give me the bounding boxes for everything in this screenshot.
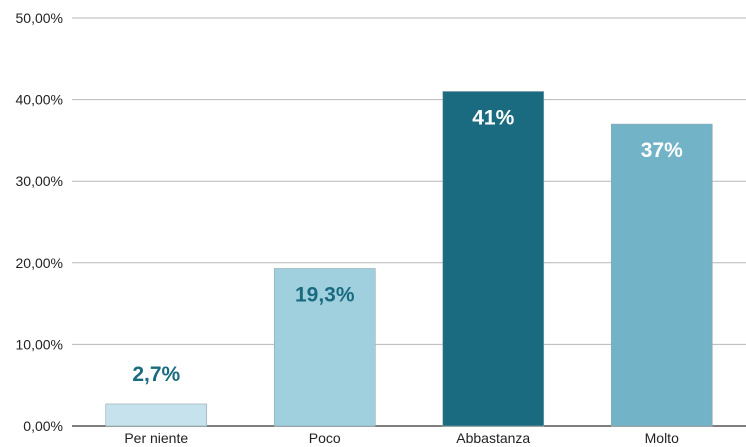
y-tick-label: 0,00% [23, 418, 63, 434]
y-tick-label: 20,00% [16, 255, 63, 271]
bar [442, 91, 545, 427]
category-label: Molto [645, 430, 679, 446]
bars [105, 91, 713, 427]
bar [610, 123, 713, 427]
category-label: Abbastanza [456, 430, 530, 446]
bar [105, 403, 208, 427]
y-tick-label: 40,00% [16, 92, 63, 108]
data-label: 37% [641, 139, 683, 162]
y-tick-label: 30,00% [16, 173, 63, 189]
data-labels: 2,7% 19,3% 41% 37% [132, 106, 683, 386]
y-tick-label: 50,00% [16, 10, 63, 26]
data-label: 19,3% [295, 284, 355, 307]
bar [273, 268, 376, 427]
x-axis-category-labels: Per niente Poco Abbastanza Molto [124, 430, 679, 446]
category-label: Poco [309, 430, 341, 446]
category-label: Per niente [124, 430, 188, 446]
data-label: 2,7% [132, 363, 180, 386]
y-tick-label: 10,00% [16, 336, 63, 352]
y-axis-tick-labels: 0,00% 10,00% 20,00% 30,00% 40,00% 50,00% [16, 10, 63, 434]
data-label: 41% [472, 106, 514, 129]
